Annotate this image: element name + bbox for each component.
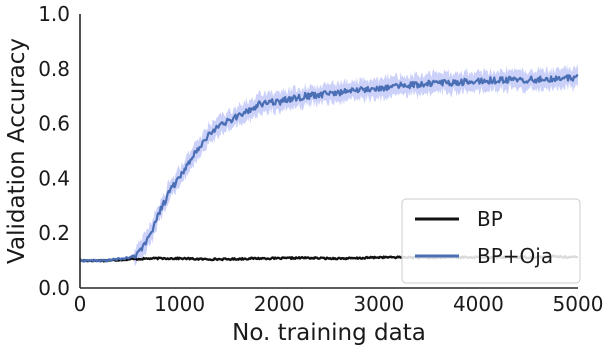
y-tick-labels: 0.0 0.2 0.4 0.6 0.8 1.0 — [38, 2, 70, 300]
legend: BP BP+Oja — [401, 198, 581, 284]
x-axis-label: No. training data — [232, 320, 426, 346]
x-tick-label: 1000 — [154, 292, 205, 316]
series-band-bp-oja — [80, 64, 578, 267]
y-tick-label: 0.2 — [38, 221, 70, 245]
y-axis-label: Validation Accuracy — [4, 38, 30, 264]
x-tick-label: 2000 — [254, 292, 305, 316]
x-tick-label: 3000 — [353, 292, 404, 316]
x-tick-labels: 0 1000 2000 3000 4000 5000 — [74, 292, 604, 316]
y-tick-label: 1.0 — [38, 2, 70, 26]
y-tick-label: 0.6 — [38, 112, 70, 136]
series-band-layer — [80, 64, 578, 267]
legend-label-bp-oja: BP+Oja — [477, 244, 553, 268]
y-tick-label: 0.8 — [38, 57, 70, 81]
y-tick-label: 0.0 — [38, 276, 70, 300]
x-tick-label: 0 — [74, 292, 87, 316]
y-tick-label: 0.4 — [38, 166, 70, 190]
x-tick-label: 4000 — [453, 292, 504, 316]
legend-label-bp: BP — [477, 207, 503, 231]
x-tick-label: 5000 — [553, 292, 604, 316]
series-line-bp-oja — [79, 74, 579, 263]
